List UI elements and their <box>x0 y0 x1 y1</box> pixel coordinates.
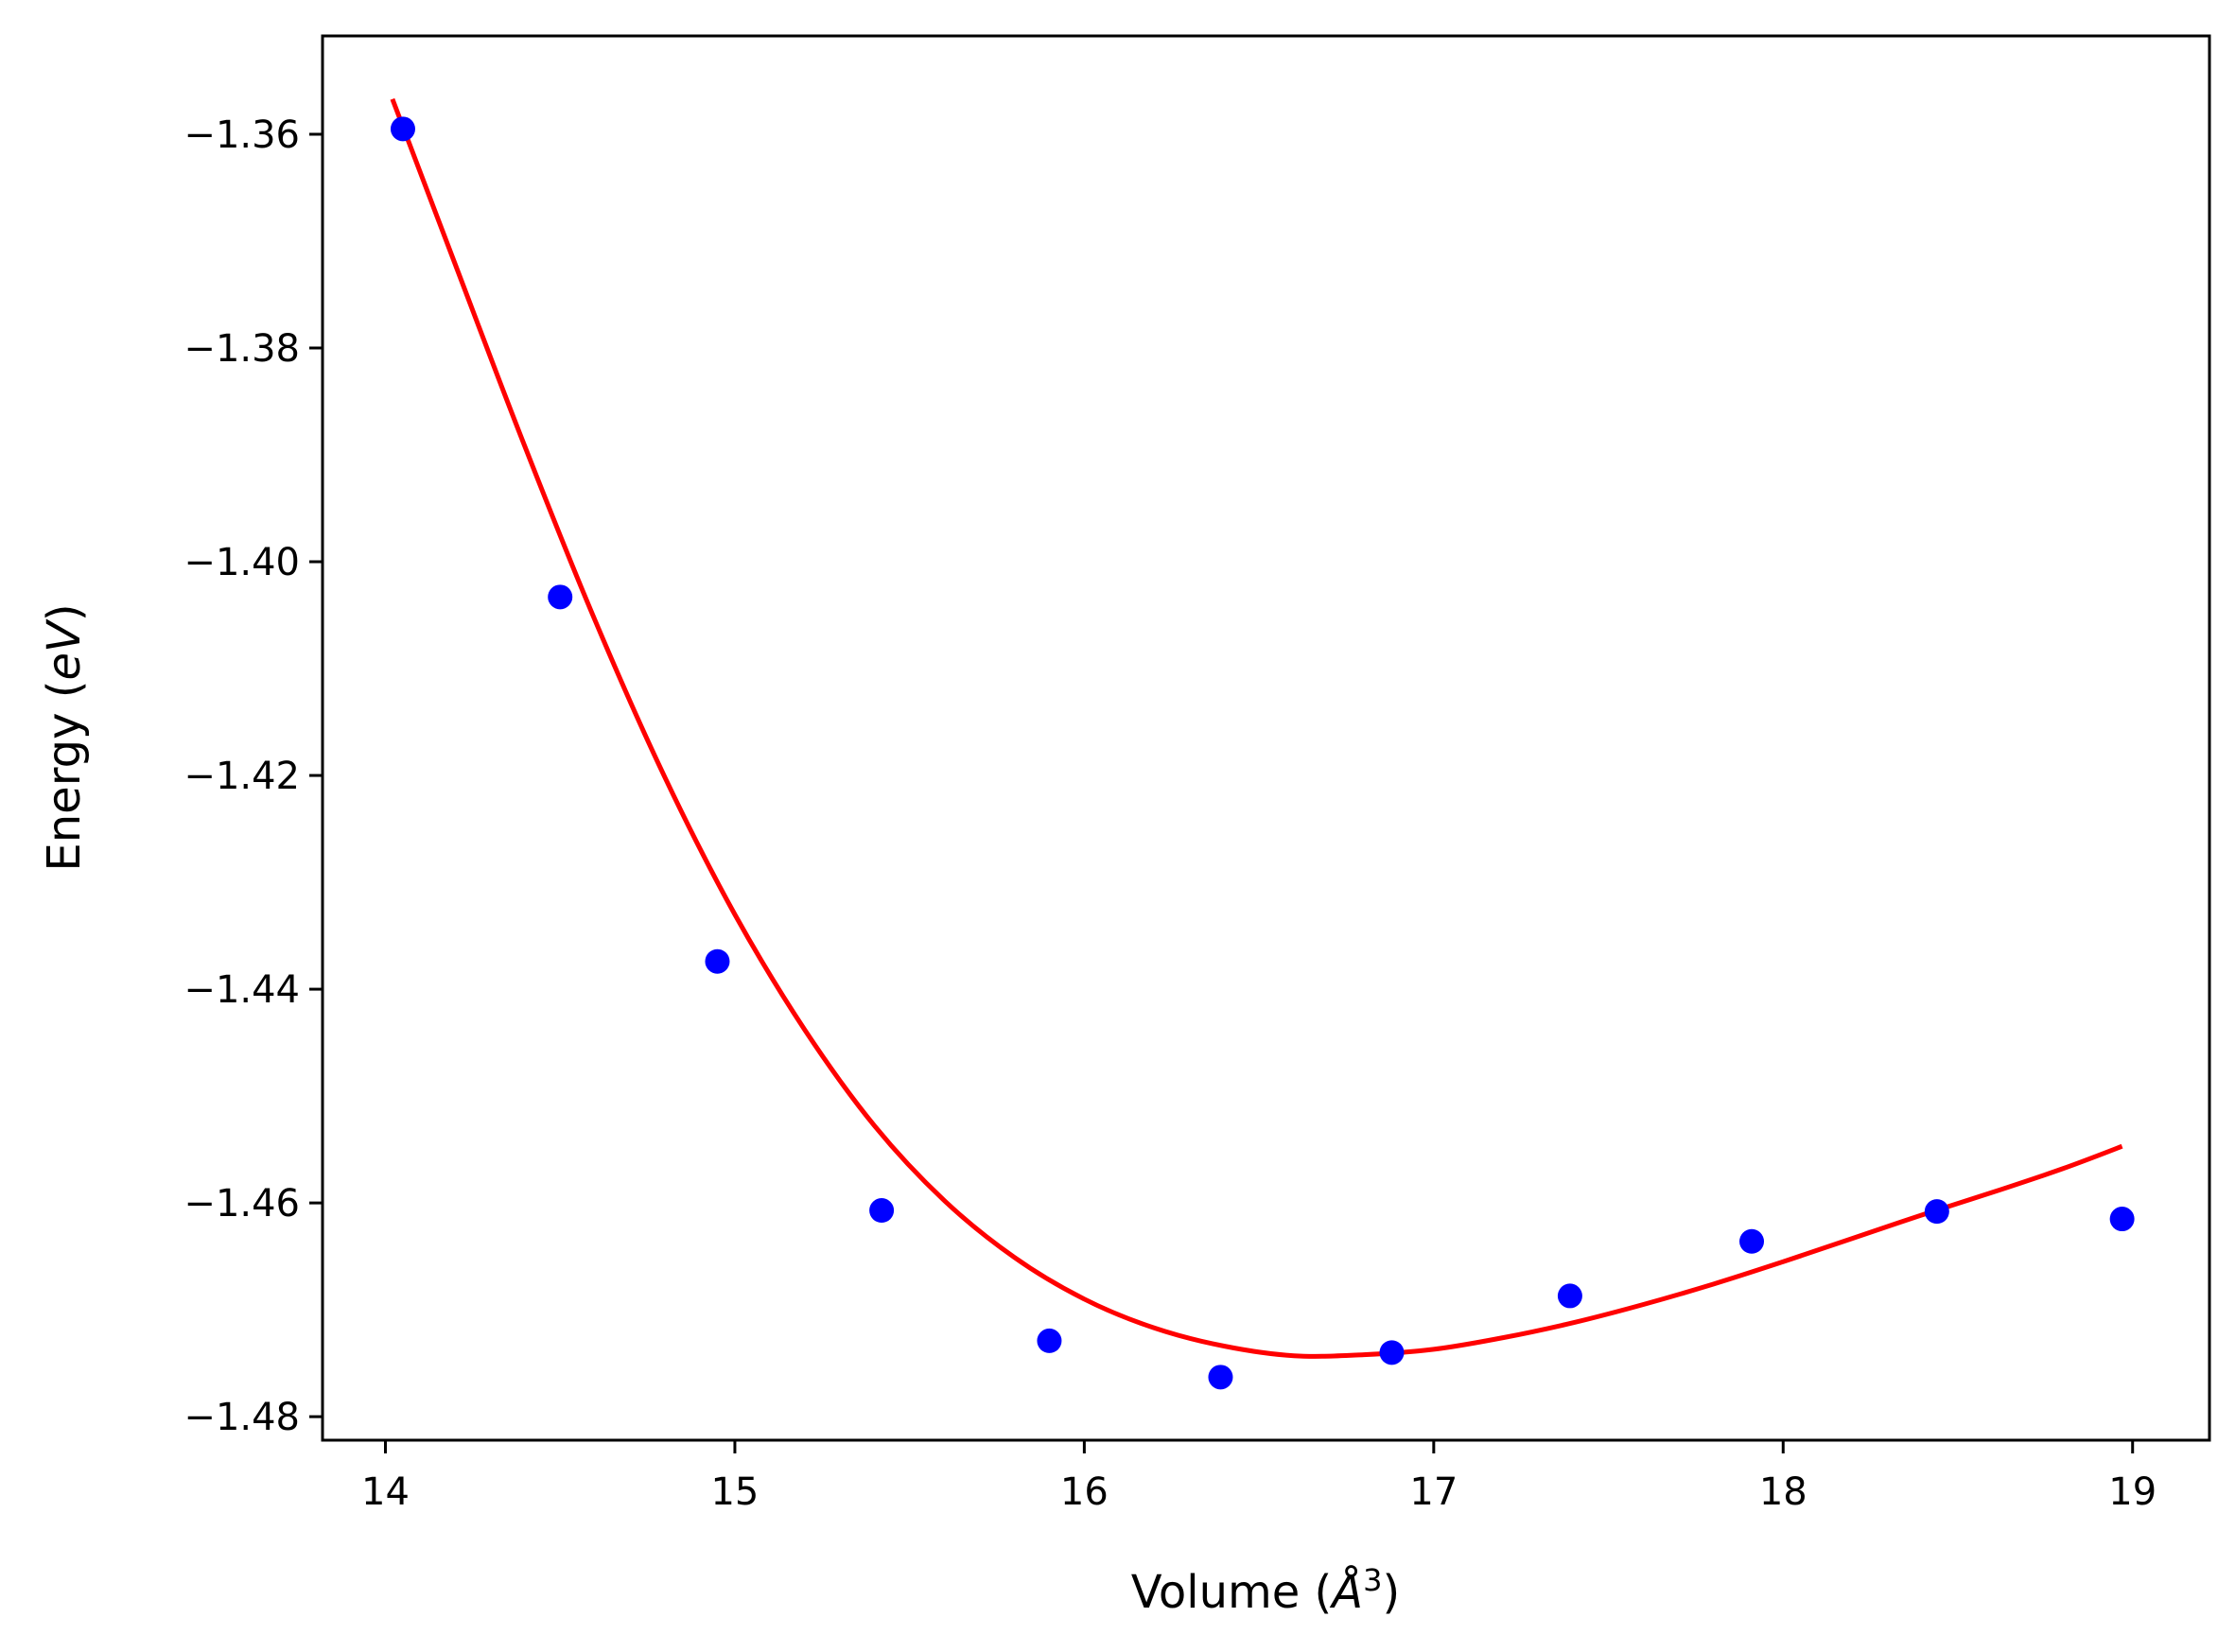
x-tick-label: 16 <box>1060 1470 1109 1514</box>
plot-frame <box>321 34 2211 1442</box>
x-tick-label: 14 <box>361 1470 410 1514</box>
y-axis: −1.36 −1.38 −1.40 −1.42 −1.44 −1.46 −1.48 <box>183 113 323 1439</box>
x-tick-label: 19 <box>2108 1470 2156 1514</box>
x-tick-label: 17 <box>1409 1470 1458 1514</box>
fit-curve-group <box>390 97 2123 1359</box>
data-point <box>705 948 730 974</box>
x-axis-title: Volume (Å3) <box>1131 1562 1400 1619</box>
data-point <box>1037 1328 1062 1353</box>
data-point <box>1379 1340 1405 1365</box>
x-tick-label: 15 <box>710 1470 759 1514</box>
y-tick-label: −1.48 <box>183 1396 300 1439</box>
data-point <box>869 1198 895 1224</box>
data-point <box>1557 1283 1582 1309</box>
data-point <box>1208 1365 1233 1390</box>
data-points-group <box>390 116 2135 1390</box>
x-tick-label: 18 <box>1759 1470 1807 1514</box>
y-axis-title: Energy (eV) <box>38 603 91 871</box>
y-tick-label: −1.44 <box>183 968 300 1012</box>
y-tick-label: −1.40 <box>183 541 300 584</box>
x-axis: 14 15 16 17 18 19 <box>361 1440 2156 1514</box>
y-tick-label: −1.36 <box>183 113 300 157</box>
y-tick-label: −1.46 <box>183 1182 300 1226</box>
y-tick-label: −1.38 <box>183 327 300 371</box>
data-point <box>2109 1207 2135 1232</box>
data-point <box>548 584 573 610</box>
data-point <box>1924 1199 1949 1225</box>
y-tick-label: −1.42 <box>183 755 300 798</box>
data-point <box>390 116 415 142</box>
fit-curve <box>390 97 2123 1359</box>
data-point <box>1739 1228 1765 1254</box>
